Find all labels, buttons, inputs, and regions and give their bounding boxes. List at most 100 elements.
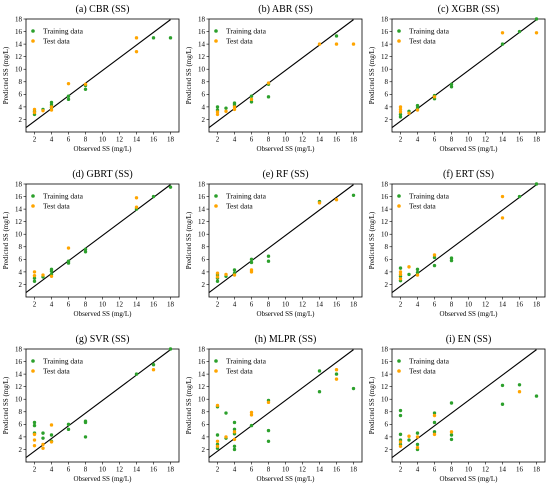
training-point: [41, 431, 45, 435]
test-point: [215, 271, 220, 275]
y-tick-label: 2: [202, 281, 206, 289]
training-point: [500, 402, 505, 406]
test-point: [32, 432, 37, 437]
test-point: [317, 42, 322, 46]
test-point: [224, 272, 228, 277]
test-point: [398, 105, 403, 109]
y-tick-label: 6: [385, 91, 389, 99]
y-tick-label: 16: [15, 358, 23, 366]
test-point: [134, 49, 139, 54]
test-point: [232, 430, 237, 434]
y-tick-label: 8: [385, 408, 389, 416]
test-point: [41, 442, 45, 447]
chart-panel: (d) GBRT (SS) 2 4 6 8 10 12 14 16 18 2 4 6 8 10 12 14 16 1…: [0, 165, 183, 329]
training-point: [517, 29, 522, 34]
test-point: [266, 400, 271, 405]
y-tick-label: 4: [202, 433, 206, 441]
x-tick-label: 8: [267, 466, 271, 474]
x-axis-label: Observed SS (mg/L): [257, 475, 316, 483]
legend-training-marker: [214, 29, 218, 33]
chart-title: (c) XGBR (SS): [438, 4, 500, 15]
x-tick-label: 2: [33, 136, 37, 144]
test-point: [151, 368, 156, 372]
y-tick-label: 4: [19, 433, 23, 441]
legend-test-marker: [214, 369, 218, 373]
test-point: [334, 377, 339, 381]
x-tick-label: 16: [333, 301, 341, 309]
x-tick-label: 4: [50, 466, 54, 474]
training-point: [317, 389, 322, 394]
training-point: [32, 276, 37, 280]
training-point: [407, 438, 411, 442]
test-point: [317, 201, 322, 205]
x-tick-label: 12: [482, 136, 490, 144]
x-tick-label: 18: [533, 466, 541, 474]
y-tick-label: 4: [19, 103, 23, 111]
legend-test-label: Test data: [409, 37, 436, 46]
test-point: [500, 31, 505, 35]
legend-test-marker: [397, 39, 401, 43]
training-point: [232, 427, 237, 432]
test-point: [41, 273, 45, 277]
y-tick-label: 14: [198, 41, 206, 49]
test-point: [83, 82, 88, 86]
identity-line: [25, 349, 171, 459]
training-point: [151, 36, 156, 40]
training-point: [517, 194, 522, 199]
training-point: [232, 447, 237, 452]
legend-training-label: Training data: [43, 192, 84, 201]
legend-test-label: Test data: [226, 202, 253, 211]
legend-test-marker: [214, 204, 218, 208]
training-point: [266, 254, 271, 258]
training-point: [151, 194, 156, 199]
y-tick-label: 14: [15, 206, 23, 214]
training-point: [32, 279, 37, 284]
legend-test-label: Test data: [226, 37, 253, 46]
training-point: [215, 105, 220, 109]
test-point: [249, 410, 254, 415]
y-tick-label: 10: [15, 396, 23, 404]
y-tick-label: 12: [381, 383, 389, 391]
chart-svg: (d) GBRT (SS) 2 4 6 8 10 12 14 16 18 2 4 6 8 10 12 14 16 1…: [2, 169, 180, 318]
test-point: [249, 413, 254, 417]
test-point: [232, 105, 237, 109]
chart-title: (i) EN (SS): [446, 334, 492, 345]
training-point: [32, 420, 37, 425]
x-tick-label: 10: [99, 466, 107, 474]
y-tick-label: 18: [198, 180, 206, 188]
x-axis-label: Observed SS (mg/L): [74, 145, 133, 153]
legend-test-marker: [397, 204, 401, 208]
legend-test-marker: [31, 39, 35, 43]
y-tick-label: 10: [198, 66, 206, 74]
training-point: [317, 369, 322, 373]
y-tick-label: 6: [385, 256, 389, 264]
test-point: [49, 423, 54, 427]
legend-training-label: Training data: [409, 357, 450, 366]
x-tick-label: 8: [84, 301, 88, 309]
x-axis-label: Observed SS (mg/L): [440, 310, 499, 318]
x-tick-label: 18: [533, 301, 541, 309]
legend-training-marker: [31, 359, 35, 363]
legend-test-label: Test data: [409, 202, 436, 211]
test-point: [415, 273, 420, 277]
training-point: [449, 256, 454, 260]
test-point: [266, 81, 271, 85]
legend-training-label: Training data: [226, 357, 267, 366]
test-point: [66, 81, 71, 86]
y-tick-label: 2: [202, 116, 206, 124]
legend-test-marker: [214, 39, 218, 43]
training-point: [249, 257, 254, 262]
y-tick-label: 2: [385, 116, 389, 124]
legend-training-label: Training data: [226, 192, 267, 201]
x-tick-label: 2: [216, 466, 220, 474]
x-tick-label: 12: [299, 301, 307, 309]
y-tick-label: 2: [19, 116, 23, 124]
y-tick-label: 18: [15, 180, 23, 188]
x-tick-label: 2: [399, 466, 403, 474]
training-point: [168, 347, 173, 351]
y-tick-label: 2: [19, 281, 23, 289]
x-tick-label: 12: [299, 136, 307, 144]
y-tick-label: 4: [202, 268, 206, 276]
x-tick-label: 14: [316, 136, 324, 144]
